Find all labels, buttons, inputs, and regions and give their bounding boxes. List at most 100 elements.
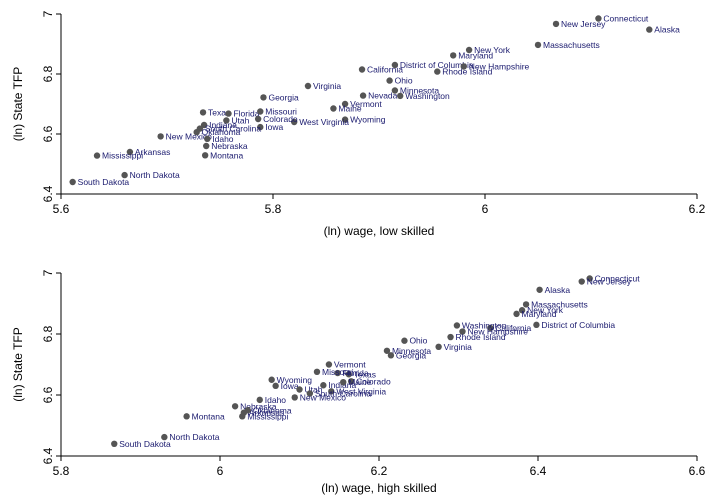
point-label: Idaho [265, 395, 287, 405]
y-axis-title: (ln) State TFP [11, 327, 25, 401]
point-label: Montana [210, 150, 243, 160]
data-point [391, 61, 399, 69]
data-point [183, 413, 190, 420]
point-label: Georgia [268, 92, 299, 102]
data-point [291, 394, 298, 401]
x-axis-title: (ln) wage, low skilled [324, 224, 435, 238]
point-label: Idaho [212, 134, 234, 144]
x-tick-label: 6.4 [530, 464, 547, 478]
point-label: Nebraska [211, 141, 248, 151]
data-point [111, 440, 118, 447]
data-point [578, 278, 585, 285]
data-point [291, 118, 298, 126]
data-point [391, 87, 399, 94]
data-point [199, 109, 207, 116]
data-point [330, 105, 337, 112]
point-label: Mississippi [102, 151, 143, 161]
x-tick-label: 5.8 [265, 202, 282, 216]
data-point [203, 142, 210, 150]
data-point [334, 369, 341, 377]
point-label: West Virginia [299, 117, 349, 127]
y-axis-title: (ln) State TFP [11, 67, 25, 141]
data-point [340, 378, 347, 386]
x-tick-label: 6 [482, 202, 489, 216]
chart-panel-1: 6.4 6.6 6.8 7 5.6 5.8 6 6.2 (ln) wage, low skill… [11, 10, 706, 238]
data-point [161, 433, 168, 441]
point-label: Vermont [350, 99, 382, 109]
data-point [231, 403, 239, 410]
data-point [341, 100, 349, 108]
point-label: California [367, 65, 403, 75]
point-label: Wyoming [277, 375, 313, 385]
point-label: District of Columbia [541, 320, 615, 330]
point-label: Rhode Island [456, 332, 506, 342]
point-label: North Dakota [169, 432, 219, 442]
y-tick-label: 7 [41, 269, 55, 276]
data-point [93, 152, 101, 159]
data-point [465, 46, 473, 54]
data-point [121, 171, 128, 179]
point-label: Oklahoma [253, 405, 292, 415]
data-point [401, 337, 408, 344]
data-point [387, 352, 395, 359]
point-label: South Dakota [119, 439, 171, 449]
point-label: Arkansas [249, 408, 284, 418]
x-axis-title: (ln) wage, high skilled [321, 481, 436, 495]
data-point [201, 152, 209, 159]
point-label: Florida [233, 109, 259, 119]
point-label: West Virginia [336, 386, 386, 396]
point-label: Arkansas [135, 147, 170, 157]
point-label: Wyoming [350, 115, 386, 125]
y-tick-label: 6.4 [41, 447, 55, 464]
data-point [257, 108, 264, 115]
point-label: Maryland [458, 50, 493, 60]
point-label: Rhode Island [442, 67, 492, 77]
data-point [536, 286, 543, 293]
data-point [383, 347, 391, 354]
data-point [347, 378, 355, 385]
x-tick-label: 5.6 [53, 202, 70, 216]
point-label: New Jersey [561, 19, 606, 29]
point-label: Washington [405, 91, 450, 101]
data-point [434, 68, 441, 75]
data-point [358, 66, 366, 73]
point-label: Alaska [654, 25, 680, 35]
point-label: Utah [305, 385, 323, 395]
data-point [518, 307, 526, 314]
point-label: Ohio [395, 76, 413, 86]
data-point [223, 117, 230, 124]
point-label: Maine [348, 377, 371, 387]
point-label: Utah [231, 116, 249, 126]
data-point [328, 388, 335, 395]
data-point [225, 110, 232, 117]
point-label: Georgia [396, 350, 427, 360]
y-tick-label: 7 [41, 10, 55, 17]
data-point [552, 20, 560, 28]
point-label: Alaska [545, 285, 571, 295]
data-point [200, 121, 208, 129]
data-point [460, 63, 467, 70]
point-label: Montana [192, 411, 225, 421]
point-label: California [495, 323, 531, 333]
data-point [450, 52, 457, 59]
point-label: Iowa [281, 381, 299, 391]
point-label: Connecticut [595, 273, 641, 283]
y-tick-label: 6.8 [41, 325, 55, 342]
data-point [268, 376, 275, 383]
data-point [447, 333, 454, 341]
x-tick-label: 6.2 [371, 464, 388, 478]
point-label: Florida [343, 368, 369, 378]
data-point [646, 26, 653, 33]
data-point [257, 123, 264, 131]
point-label: New Mexico [300, 392, 347, 402]
data-point [345, 371, 352, 378]
data-point [320, 382, 327, 389]
point-label: Colorado [356, 376, 391, 386]
data-point [533, 321, 540, 329]
data-point [586, 275, 593, 282]
data-point [522, 301, 530, 308]
point-label: North Dakota [130, 170, 180, 180]
y-tick-label: 6.6 [41, 386, 55, 403]
